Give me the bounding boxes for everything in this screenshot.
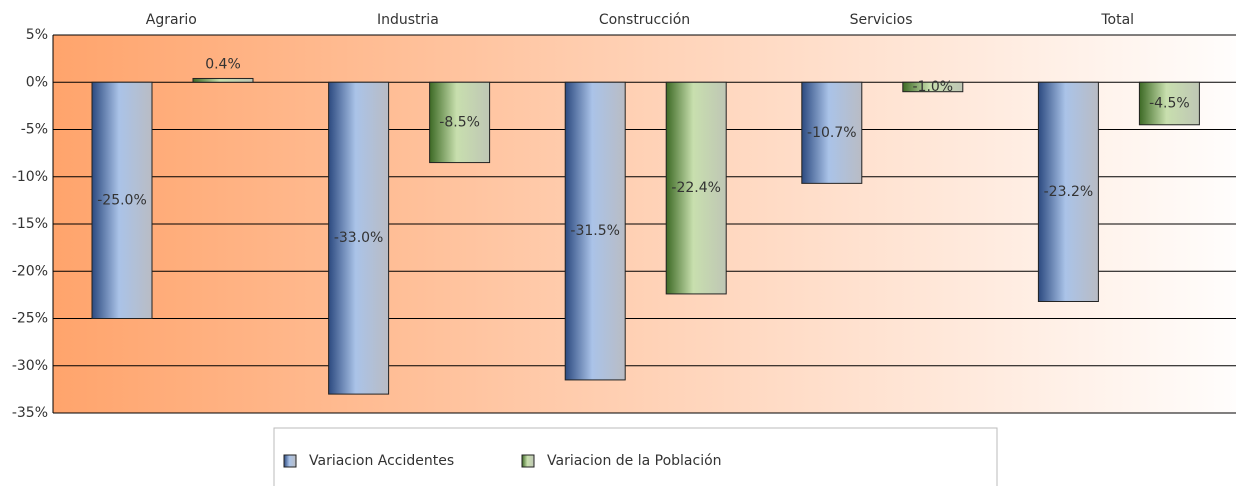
- bar: [429, 81, 491, 164]
- data-label: 0.4%: [205, 56, 241, 72]
- bar: [1037, 81, 1099, 302]
- legend-label: Variacion de la Población: [547, 453, 722, 469]
- data-label: -10.7%: [807, 125, 857, 141]
- bar: [91, 81, 153, 319]
- data-label: -1.0%: [912, 79, 953, 95]
- legend-label: Variacion Accidentes: [309, 453, 454, 469]
- legend-swatch: [283, 454, 297, 468]
- bar: [665, 81, 727, 295]
- data-label: -31.5%: [570, 223, 620, 239]
- bar: [1138, 81, 1200, 126]
- category-label: Construcción: [599, 12, 690, 28]
- data-label: -4.5%: [1149, 96, 1190, 112]
- category-label: Agrario: [146, 12, 197, 28]
- y-tick-label: -25%: [12, 311, 48, 327]
- y-tick-label: -10%: [12, 169, 48, 185]
- bar: [564, 81, 626, 381]
- data-label: -25.0%: [97, 192, 147, 208]
- y-tick-label: 5%: [26, 27, 48, 43]
- category-label: Servicios: [850, 12, 913, 28]
- data-label: -23.2%: [1044, 184, 1094, 200]
- legend-box: [273, 427, 998, 486]
- legend-swatch: [521, 454, 535, 468]
- data-label: -33.0%: [334, 230, 384, 246]
- data-label: -22.4%: [671, 180, 721, 196]
- bar: [801, 81, 863, 184]
- category-label: Total: [1100, 12, 1134, 28]
- category-label: Industria: [377, 12, 439, 28]
- bar: [328, 81, 390, 395]
- y-tick-label: -20%: [12, 263, 48, 279]
- bar: [902, 81, 964, 93]
- y-tick-label: -15%: [12, 216, 48, 232]
- data-label: -8.5%: [439, 114, 480, 130]
- y-tick-label: 0%: [26, 74, 48, 90]
- y-tick-label: -30%: [12, 358, 48, 374]
- bar: [192, 77, 254, 83]
- y-tick-label: -35%: [12, 405, 48, 421]
- y-tick-label: -5%: [21, 122, 48, 138]
